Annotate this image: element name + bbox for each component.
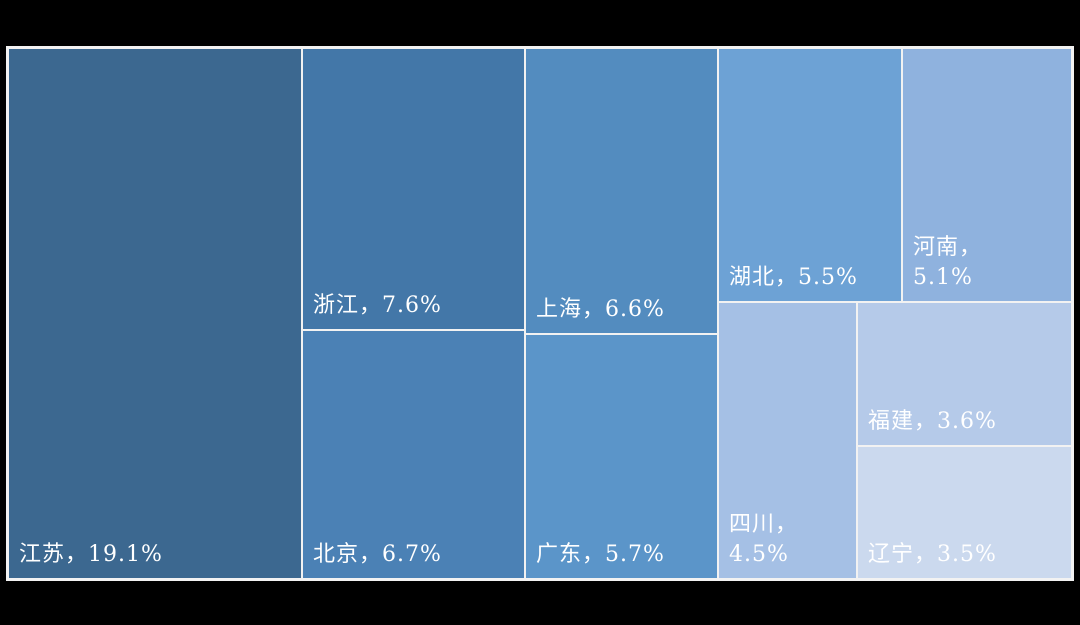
- cell-label-beijing: 北京，6.7%: [313, 542, 442, 567]
- cell-label-hubei: 湖北，5.5%: [729, 265, 858, 290]
- cell-label-guangdong: 广东，5.7%: [536, 542, 665, 567]
- treemap-cell-hubei: 湖北，5.5%: [718, 48, 902, 302]
- treemap-cell-zhejiang: 浙江，7.6%: [302, 48, 525, 330]
- cell-label-henan-line2: 5.1%: [913, 265, 973, 290]
- treemap-cell-guangdong: 广东，5.7%: [525, 334, 718, 579]
- cell-label-liaoning: 辽宁，3.5%: [868, 542, 997, 567]
- cell-label-fujian: 福建，3.6%: [868, 409, 997, 434]
- cell-label-henan: 河南， 5.1%: [913, 233, 982, 293]
- treemap-chart: 江苏，19.1% 浙江，7.6% 北京，6.7% 上海，6.6% 广东，5.7%…: [8, 48, 1072, 579]
- cell-label-sichuan-line2: 4.5%: [729, 542, 789, 567]
- treemap-cell-jiangsu: 江苏，19.1%: [8, 48, 302, 579]
- cell-label-jiangsu: 江苏，19.1%: [19, 542, 163, 567]
- cell-label-henan-line1: 河南，: [913, 235, 983, 260]
- cell-label-sichuan-line1: 四川，: [729, 512, 799, 537]
- cell-label-zhejiang: 浙江，7.6%: [313, 293, 442, 318]
- treemap-cell-henan: 河南， 5.1%: [902, 48, 1072, 302]
- cell-label-shanghai: 上海，6.6%: [536, 297, 665, 322]
- treemap-cell-shanghai: 上海，6.6%: [525, 48, 718, 334]
- cell-label-sichuan: 四川， 4.5%: [729, 510, 798, 570]
- treemap-cell-liaoning: 辽宁，3.5%: [857, 446, 1072, 579]
- treemap-cell-fujian: 福建，3.6%: [857, 302, 1072, 446]
- treemap-cell-beijing: 北京，6.7%: [302, 330, 525, 579]
- treemap-cell-sichuan: 四川， 4.5%: [718, 302, 857, 579]
